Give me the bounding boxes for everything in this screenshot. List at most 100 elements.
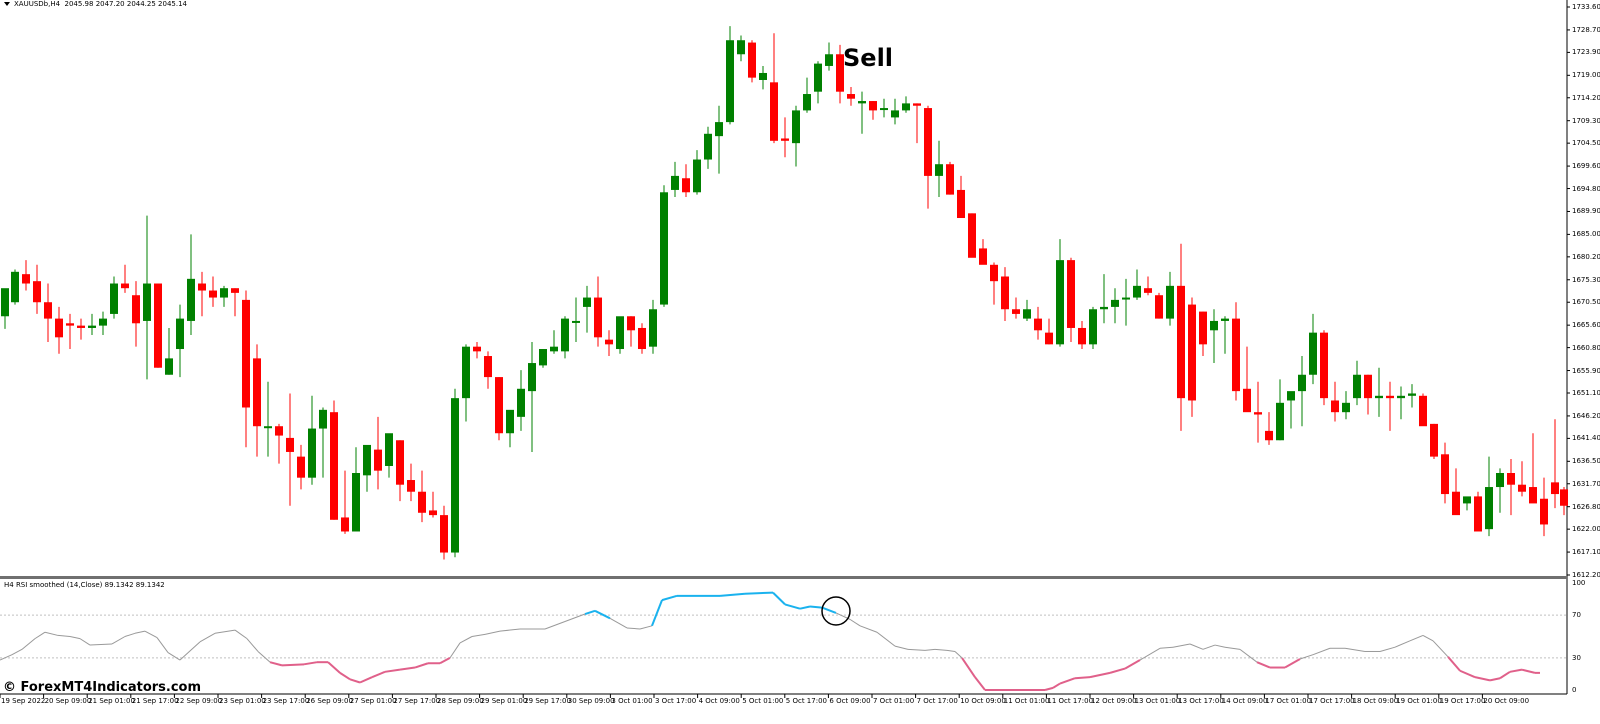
price-tick: 1670.50 — [1572, 298, 1600, 307]
rsi-segment — [1059, 677, 1076, 685]
price-tick: 1646.20 — [1572, 411, 1600, 420]
bear-candle — [396, 440, 404, 485]
rsi-segment — [1214, 644, 1226, 648]
bull-candle — [1221, 318, 1229, 321]
rsi-segment — [1139, 647, 1161, 661]
rsi-segment — [924, 648, 936, 651]
rsi-segment — [1474, 676, 1491, 682]
bull-candle — [1133, 285, 1141, 298]
pane-separator[interactable] — [0, 576, 1567, 579]
bear-candle — [1441, 454, 1449, 495]
rsi-segment — [57, 634, 71, 637]
bear-candle — [1452, 491, 1460, 516]
rsi-segment — [156, 637, 169, 653]
rsi-segment — [459, 636, 473, 644]
rsi-segment — [1074, 676, 1091, 680]
bull-candle — [1023, 309, 1031, 319]
bear-candle — [1188, 304, 1196, 401]
rsi-segment — [371, 670, 386, 679]
bull-candle — [1342, 402, 1350, 413]
bear-candle — [1144, 288, 1152, 293]
price-tick: 1675.30 — [1572, 275, 1600, 284]
rsi-segment — [269, 661, 283, 667]
rsi-segment — [1159, 646, 1174, 649]
bull-candle — [561, 318, 569, 352]
rsi-segment — [1256, 661, 1271, 669]
bull-candle — [814, 63, 822, 92]
time-tick: 4 Oct 09:00 — [698, 697, 740, 705]
bear-candle — [1001, 276, 1009, 310]
bear-candle — [242, 299, 250, 408]
rsi-segment — [21, 638, 36, 650]
price-tick: 1665.60 — [1572, 321, 1600, 330]
rsi-segment — [609, 617, 628, 629]
indicator-title: H4 RSI smoothed (14,Close) 89.1342 89.13… — [4, 581, 165, 589]
bear-candle — [1012, 309, 1020, 314]
bull-candle — [352, 473, 360, 532]
bull-candle — [1287, 391, 1295, 401]
rsi-segment — [484, 630, 501, 635]
rsi-segment — [359, 676, 373, 684]
dropdown-triangle-icon[interactable] — [4, 2, 10, 6]
rsi-segment — [1422, 634, 1434, 642]
bear-candle — [231, 288, 239, 293]
rsi-segment — [1044, 686, 1054, 691]
rsi-segment — [719, 592, 746, 597]
bull-candle — [726, 40, 734, 123]
time-tick: 13 Oct 17:00 — [1178, 697, 1224, 705]
bull-candle — [693, 159, 701, 193]
bull-candle — [935, 164, 943, 176]
bear-candle — [1529, 487, 1537, 504]
bull-candle — [825, 54, 833, 66]
bull-candle — [660, 192, 668, 305]
rsi-segment — [327, 661, 341, 674]
bear-candle — [847, 94, 855, 99]
bull-candle — [539, 349, 547, 366]
bear-candle — [418, 491, 426, 513]
rsi-segment — [544, 621, 566, 630]
rsi-segment — [1379, 646, 1396, 652]
bull-candle — [1408, 393, 1416, 396]
bear-candle — [1254, 412, 1262, 415]
rsi-segment — [772, 591, 786, 606]
bear-candle — [1067, 260, 1075, 328]
bear-candle — [44, 302, 52, 319]
rsi-segment — [1202, 644, 1216, 650]
bear-candle — [1155, 295, 1163, 319]
time-tick: 23 Sep 17:00 — [262, 697, 310, 705]
rsi-segment — [821, 606, 837, 614]
bull-candle — [1100, 306, 1108, 310]
rsi-segment — [144, 630, 158, 639]
rsi-segment — [34, 631, 46, 640]
rsi-segment — [214, 629, 236, 634]
bear-candle — [121, 283, 129, 289]
rsi-segment — [439, 657, 451, 665]
rsi-segment — [1521, 668, 1536, 674]
time-tick: 20 Sep 09:00 — [44, 697, 92, 705]
bear-candle — [286, 437, 294, 452]
rsi-segment — [1172, 643, 1191, 648]
time-tick: 10 Oct 09:00 — [960, 697, 1006, 705]
price-tick: 1655.90 — [1572, 366, 1600, 375]
rsi-segment — [961, 657, 976, 678]
bear-candle — [781, 138, 789, 141]
rsi-tick: 30 — [1572, 653, 1581, 662]
price-tick: 1689.90 — [1572, 207, 1600, 216]
bear-candle — [913, 103, 921, 106]
time-tick: 18 Oct 09:00 — [1352, 697, 1399, 705]
price-tick: 1631.70 — [1572, 479, 1600, 488]
bull-candle — [517, 388, 525, 417]
bear-candle — [1364, 374, 1372, 399]
bear-candle — [1419, 395, 1427, 427]
rsi-segment — [124, 632, 136, 637]
price-tick: 1699.60 — [1572, 162, 1600, 171]
time-tick: 27 Sep 01:00 — [349, 697, 397, 705]
bull-candle — [462, 346, 470, 399]
bull-candle — [649, 309, 657, 347]
price-tick: 1733.60 — [1572, 3, 1600, 11]
rsi-segment — [1344, 647, 1366, 652]
rsi-segment — [1409, 634, 1424, 642]
rsi-segment — [1432, 640, 1449, 658]
